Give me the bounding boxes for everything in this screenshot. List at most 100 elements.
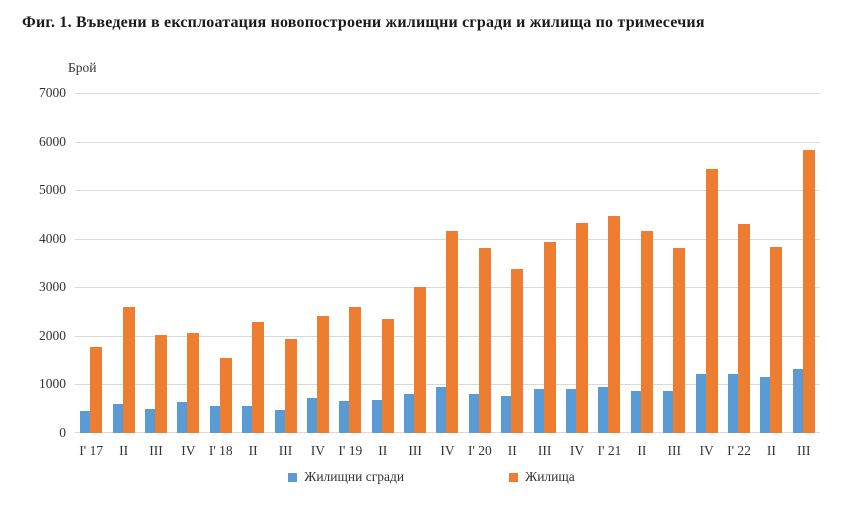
bar-buildings xyxy=(242,405,253,433)
x-axis: I' 17 II III IV I' 18 II III IV I' 19 II III IV I' 2… xyxy=(75,443,820,459)
bar-group xyxy=(723,93,755,433)
legend-swatch-dwellings-icon xyxy=(509,472,519,482)
y-tick-label: 2000 xyxy=(39,328,66,343)
bar-dwellings xyxy=(349,306,362,433)
bar-dwellings xyxy=(381,318,394,433)
x-tick-label: II xyxy=(507,443,517,458)
bar-group xyxy=(205,93,237,433)
bar-group xyxy=(140,93,172,433)
x-tick-label: III xyxy=(537,443,552,458)
y-axis: 0 1000 2000 3000 4000 5000 6000 7000 xyxy=(0,86,66,440)
bar-group xyxy=(302,93,334,433)
x-tick-label: I' 17 xyxy=(79,443,104,458)
bar-dwellings xyxy=(705,169,718,433)
x-tick-label: IV xyxy=(699,443,714,458)
bar-dwellings xyxy=(543,241,556,433)
bar-group xyxy=(788,93,820,433)
bar-dwellings xyxy=(252,321,265,433)
bar-buildings xyxy=(792,369,803,433)
x-tick-label: II xyxy=(766,443,776,458)
bar-buildings xyxy=(404,394,415,433)
x-tick-label: III xyxy=(667,443,681,458)
bar-group xyxy=(658,93,690,433)
legend-label-buildings: Жилищни сгради xyxy=(304,469,405,484)
bar-buildings xyxy=(760,377,771,433)
bar-group xyxy=(172,93,204,433)
bar-group xyxy=(399,93,431,433)
x-tick-label: II xyxy=(119,443,129,458)
bar-group xyxy=(496,93,528,433)
bar-dwellings xyxy=(446,230,459,433)
bar-dwellings xyxy=(90,347,103,433)
bar-dwellings xyxy=(770,247,783,433)
y-tick-label: 0 xyxy=(59,425,66,440)
bar-buildings xyxy=(274,410,285,433)
legend-label-dwellings: Жилища xyxy=(525,469,575,484)
x-tick-label: III xyxy=(797,443,811,458)
legend-swatch-buildings-icon xyxy=(288,472,298,482)
gridline xyxy=(75,93,820,94)
x-tick-label: IV xyxy=(181,443,196,458)
bar-buildings xyxy=(468,394,479,433)
bar-buildings xyxy=(339,400,350,433)
y-tick-label: 7000 xyxy=(39,85,66,100)
bar-group xyxy=(626,93,658,433)
bar-buildings xyxy=(566,388,577,433)
bar-buildings xyxy=(728,374,738,433)
bar-buildings xyxy=(630,390,641,433)
bar-dwellings xyxy=(478,247,491,433)
bar-group xyxy=(593,93,625,433)
bar-buildings xyxy=(533,389,544,433)
bar-dwellings xyxy=(673,247,686,433)
x-tick-label: I' 22 xyxy=(727,443,751,458)
legend-item-buildings: Жилищни сгради xyxy=(288,469,404,485)
bar-dwellings xyxy=(414,287,427,433)
bar-buildings xyxy=(436,386,447,433)
bar-buildings xyxy=(501,396,512,433)
x-tick-label: III xyxy=(149,443,163,458)
bar-buildings xyxy=(80,410,91,433)
bar-dwellings xyxy=(608,215,621,433)
bar-buildings xyxy=(695,374,706,433)
bar-group xyxy=(561,93,593,433)
bar-buildings xyxy=(144,409,155,433)
bar-buildings xyxy=(371,400,382,433)
bar-dwellings xyxy=(219,358,232,433)
bar-dwellings xyxy=(187,333,200,433)
bar-dwellings xyxy=(511,268,524,433)
x-tick-label: III xyxy=(408,443,422,458)
bar-buildings xyxy=(306,398,317,433)
bar-group xyxy=(431,93,463,433)
x-tick-label: IV xyxy=(440,443,455,458)
y-tick-label: 4000 xyxy=(39,231,66,246)
plot-area xyxy=(75,93,820,433)
x-tick-label: II xyxy=(248,443,258,458)
y-tick-label: 6000 xyxy=(39,134,66,149)
bar-dwellings xyxy=(316,316,329,433)
bar-group xyxy=(464,93,496,433)
bars-layer xyxy=(75,93,820,433)
x-tick-label: I' 18 xyxy=(208,443,233,458)
x-tick-label: I' 19 xyxy=(338,443,363,458)
bar-buildings xyxy=(663,391,674,433)
bar-dwellings xyxy=(122,307,135,433)
legend: Жилищни сгради Жилища xyxy=(0,469,863,485)
bar-group xyxy=(107,93,139,433)
bar-group xyxy=(528,93,560,433)
bar-group xyxy=(75,93,107,433)
bar-buildings xyxy=(112,404,123,433)
y-tick-label: 3000 xyxy=(39,279,66,294)
y-axis-unit-label: Брой xyxy=(68,60,97,75)
bar-dwellings xyxy=(738,224,750,433)
bar-buildings xyxy=(177,401,188,433)
x-tick-label: I' 20 xyxy=(467,443,492,458)
x-tick-label: IV xyxy=(569,443,585,458)
bar-group xyxy=(367,93,399,433)
y-tick-label: 5000 xyxy=(39,182,66,197)
x-tick-label: II xyxy=(637,443,647,458)
y-tick-label: 1000 xyxy=(39,376,66,391)
x-tick-label: III xyxy=(278,443,293,458)
bar-group xyxy=(269,93,301,433)
bar-dwellings xyxy=(154,334,167,433)
